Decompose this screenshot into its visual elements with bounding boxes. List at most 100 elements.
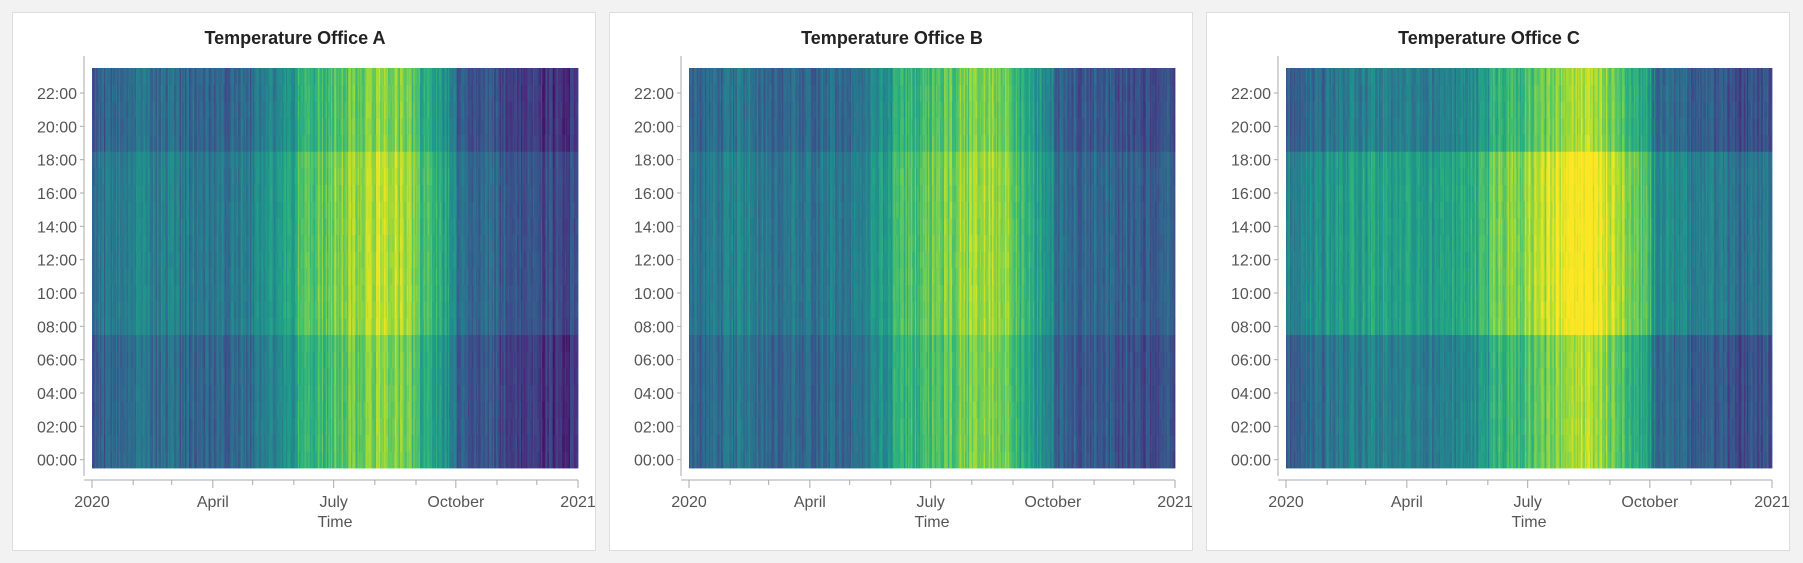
- heatmap-cell: [123, 118, 126, 136]
- heatmap-cell: [106, 201, 109, 219]
- heatmap-cell: [344, 451, 347, 469]
- heatmap-cell: [222, 418, 224, 436]
- heatmap-cell: [166, 368, 169, 386]
- heatmap-cell: [127, 368, 130, 386]
- heatmap-cell: [325, 334, 328, 352]
- heatmap-cell: [195, 451, 198, 469]
- heatmap-cell: [289, 334, 292, 352]
- heatmap-cell: [227, 268, 230, 286]
- heatmap-cell: [139, 301, 142, 319]
- heatmap-cell: [92, 301, 94, 319]
- heatmap-cell: [338, 184, 341, 202]
- heatmap-cell: [320, 401, 323, 419]
- heatmap-cell: [230, 318, 232, 336]
- heatmap-cell: [210, 151, 212, 169]
- heatmap-cell: [300, 434, 303, 452]
- heatmap-cell: [147, 134, 150, 152]
- heatmap-cell: [336, 384, 339, 402]
- heatmap-cell: [207, 251, 210, 269]
- heatmap-cell: [235, 368, 238, 386]
- heatmap-cell: [158, 134, 161, 152]
- heatmap-cell: [232, 184, 235, 202]
- heatmap-cell: [255, 284, 258, 302]
- heatmap-cell: [188, 268, 191, 286]
- heatmap-cell: [285, 134, 288, 152]
- day-column: [309, 68, 312, 469]
- heatmap-cell: [344, 151, 347, 169]
- heatmap-cell: [354, 351, 357, 369]
- heatmap-cell: [93, 418, 96, 436]
- heatmap-cell: [226, 301, 228, 319]
- heatmap-cell: [250, 84, 252, 102]
- heatmap-cell: [131, 418, 134, 436]
- heatmap-cell: [129, 334, 131, 352]
- day-column: [174, 68, 177, 469]
- heatmap-cell: [127, 284, 130, 302]
- heatmap-cell: [178, 251, 181, 269]
- heatmap-cell: [203, 251, 206, 269]
- heatmap-cell: [291, 201, 293, 219]
- day-column: [220, 68, 223, 469]
- heatmap-cell: [188, 234, 191, 252]
- heatmap-cell: [250, 251, 252, 269]
- heatmap-cell: [166, 184, 169, 202]
- heatmap-cell: [117, 101, 119, 119]
- heatmap-cell: [126, 68, 129, 86]
- heatmap-cell: [105, 284, 108, 302]
- heatmap-cell: [331, 201, 333, 219]
- heatmap-cell: [123, 101, 126, 119]
- heatmap-cell: [210, 384, 212, 402]
- day-column: [151, 68, 154, 469]
- heatmap-cell: [299, 434, 301, 452]
- heatmap-cell: [268, 68, 271, 86]
- heatmap-cell: [344, 134, 347, 152]
- heatmap-cell: [255, 101, 258, 119]
- day-column: [135, 68, 138, 469]
- heatmap-cell: [331, 234, 333, 252]
- heatmap-cell: [239, 318, 242, 336]
- heatmap-cell: [208, 368, 211, 386]
- heatmap-cell: [275, 118, 277, 136]
- heatmap-cell: [130, 134, 133, 152]
- heatmap-cell: [285, 84, 288, 102]
- day-column: [167, 68, 170, 469]
- heatmap-cell: [292, 401, 295, 419]
- heatmap-cell: [198, 251, 200, 269]
- heatmap-cell: [348, 234, 351, 252]
- heatmap-cell: [135, 368, 138, 386]
- heatmap-cell: [252, 418, 255, 436]
- heatmap-cell: [279, 351, 281, 369]
- heatmap-cell: [166, 134, 169, 152]
- heatmap-cell: [206, 318, 208, 336]
- heatmap-cell: [220, 234, 223, 252]
- heatmap-cell: [273, 134, 276, 152]
- heatmap-cell: [313, 268, 316, 286]
- heatmap-cell: [303, 384, 305, 402]
- heatmap-cell: [350, 68, 353, 86]
- heatmap-cell: [238, 84, 240, 102]
- heatmap-cell: [238, 168, 240, 186]
- heatmap-cell: [345, 451, 348, 469]
- heatmap-cell: [187, 251, 190, 269]
- heatmap-cell: [283, 201, 285, 219]
- heatmap-cell: [99, 218, 102, 236]
- heatmap-cell: [216, 134, 219, 152]
- heatmap-cell: [203, 384, 206, 402]
- heatmap-cell: [340, 434, 343, 452]
- heatmap-cell: [346, 118, 349, 136]
- heatmap-cell: [188, 284, 191, 302]
- heatmap-cell: [153, 251, 155, 269]
- heatmap-cell: [235, 301, 238, 319]
- heatmap-cell: [319, 318, 321, 336]
- heatmap-cell: [126, 101, 129, 119]
- heatmap-cell: [210, 401, 212, 419]
- heatmap-cell: [279, 101, 281, 119]
- heatmap-cell: [178, 301, 181, 319]
- heatmap-cell: [115, 351, 118, 369]
- heatmap-cell: [269, 251, 272, 269]
- heatmap-cell: [117, 334, 119, 352]
- heatmap-cell: [215, 318, 218, 336]
- heatmap-cell: [281, 84, 284, 102]
- heatmap-cell: [317, 418, 320, 436]
- heatmap-cell: [93, 284, 96, 302]
